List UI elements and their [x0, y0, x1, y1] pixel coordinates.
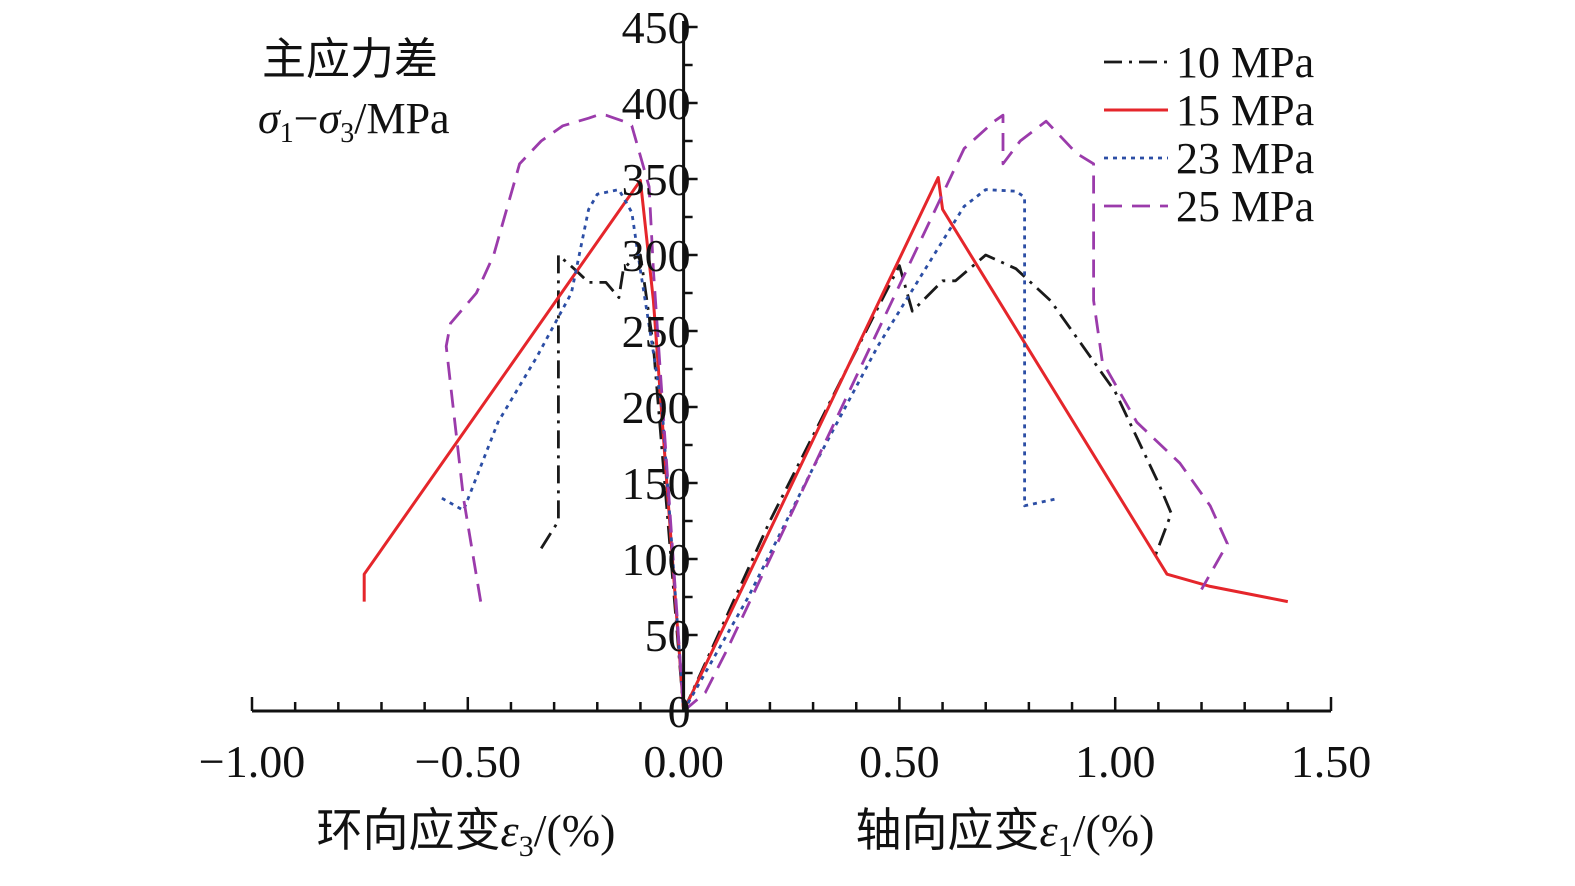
series-1-lateral-line: [540, 253, 685, 712]
y-tick-label: 350: [622, 154, 691, 205]
y-title-unit: /MPa: [354, 94, 449, 143]
legend-label-2: 15 MPa: [1176, 86, 1314, 135]
y-tick-label: 200: [622, 382, 691, 433]
series-4-axial-line: [682, 113, 1229, 713]
series-layer: [362, 113, 1289, 713]
y-tick-label: 50: [645, 610, 691, 661]
series-4-lateral-line: [444, 113, 685, 712]
y-title-sub3: 3: [340, 118, 354, 149]
x-tick-label: 0.00: [643, 736, 724, 787]
y-tick-label: 100: [622, 534, 691, 585]
y-tick-label: 300: [622, 230, 691, 281]
x-tick-label: 1.00: [1075, 736, 1156, 787]
x-title-left-unit: /(%): [534, 805, 616, 856]
x-title-right-unit: /(%): [1073, 805, 1155, 856]
x-tick-label: 1.50: [1291, 736, 1372, 787]
x-title-left-text: 环向应变: [317, 805, 501, 856]
y-title-sigma3: σ: [319, 94, 343, 143]
y-axis-title-line2: σ1−σ3/MPa: [258, 94, 450, 149]
y-axis-title-line1: 主应力差: [262, 35, 438, 84]
x-tick-label: −1.00: [199, 736, 305, 787]
x-tick-label: 0.50: [859, 736, 940, 787]
series-3-lateral-line: [441, 188, 685, 712]
legend-label-1: 10 MPa: [1176, 38, 1314, 87]
series-2-axial-line: [682, 176, 1289, 712]
series-1-axial-line: [682, 253, 1173, 712]
legend-label-3: 23 MPa: [1176, 134, 1314, 183]
x-axis-title-axial: 轴向应变ε1/(%): [856, 805, 1155, 863]
y-title-sub1: 1: [280, 118, 294, 149]
x-title-right-text: 轴向应变: [856, 805, 1040, 856]
series-3-axial-line: [682, 188, 1060, 712]
y-title-minus: −: [294, 94, 319, 143]
x-axis-title-lateral: 环向应变ε3/(%): [317, 805, 616, 863]
y-tick-label: 250: [622, 306, 691, 357]
x-title-right-sub: 1: [1058, 830, 1073, 863]
x-title-left-sub: 3: [519, 830, 534, 863]
y-tick-label: 0: [668, 686, 691, 737]
y-tick-label: 400: [622, 78, 691, 129]
y-tick-label: 450: [622, 2, 691, 53]
x-tick-label: −0.50: [415, 736, 521, 787]
x-title-right-symbol: ε: [1040, 805, 1059, 856]
tick-layer: −1.00 −0.50 0.00 0.50 1.00 1.50 0 50 100 150 200 25…: [199, 2, 1371, 787]
x-title-left-symbol: ε: [501, 805, 520, 856]
y-tick-label: 150: [622, 458, 691, 509]
legend-label-4: 25 MPa: [1176, 182, 1314, 231]
y-title-sigma1: σ: [258, 94, 282, 143]
